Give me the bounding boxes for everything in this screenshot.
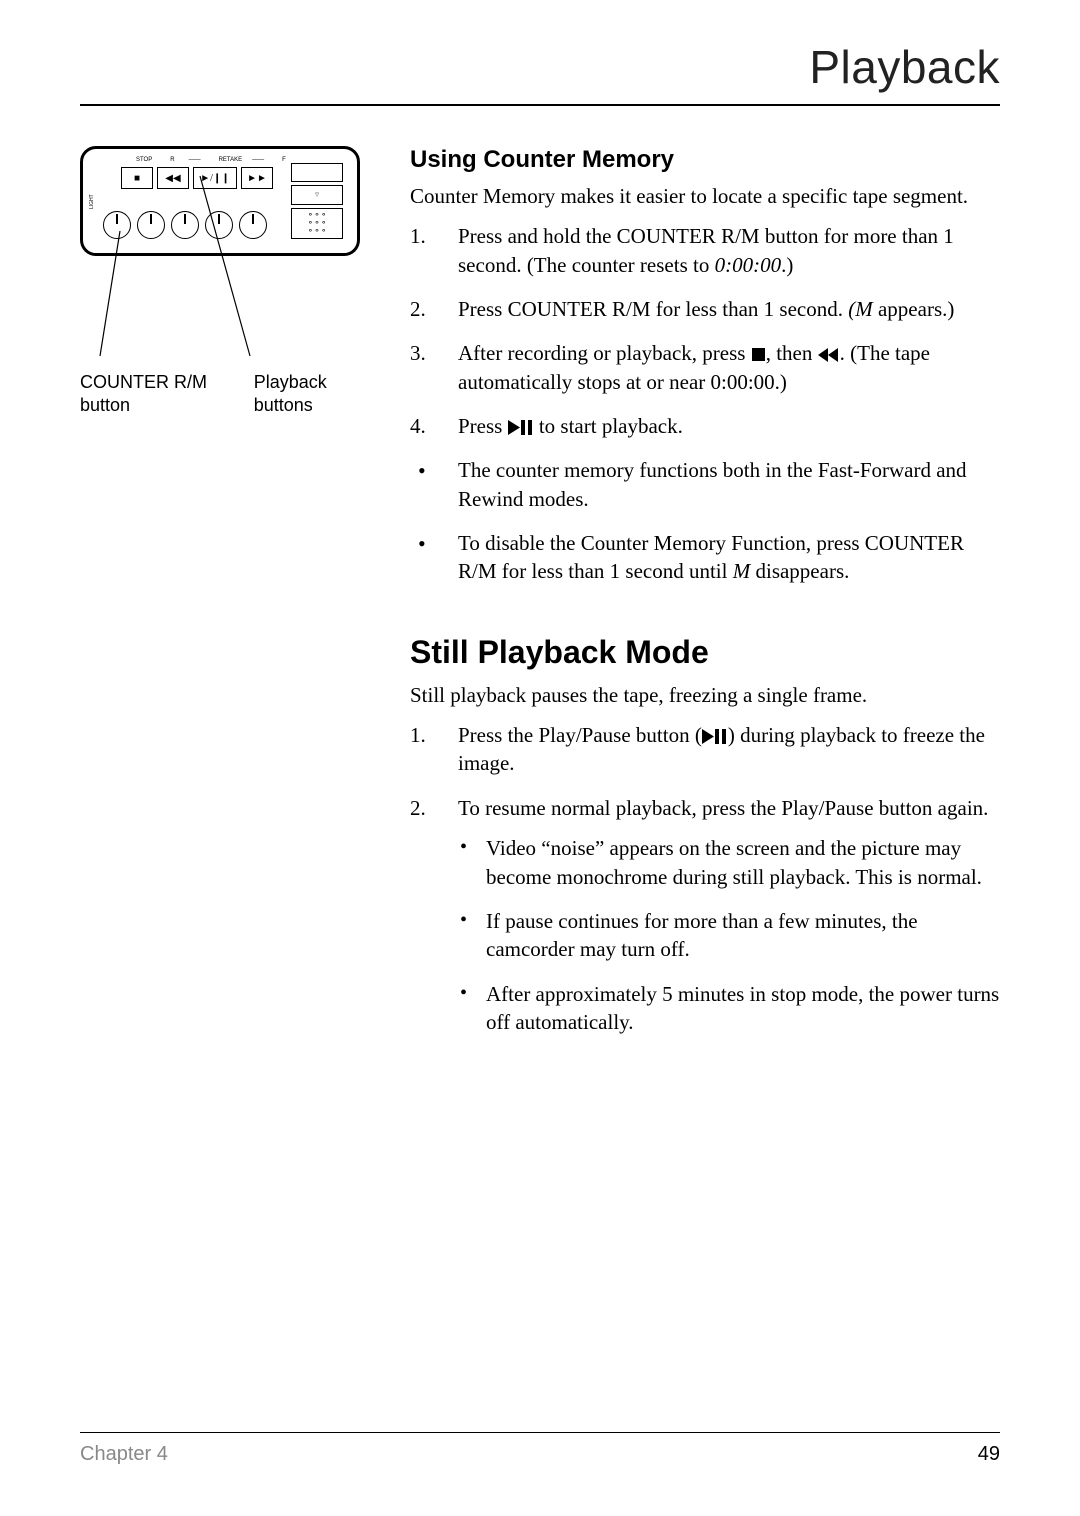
page-body: STOP R —— RETAKE —— F ■ ◀◀ ►/❙❙ ►► L: [80, 146, 1000, 1052]
sp-step-2: To resume normal playback, press the Pla…: [410, 794, 1000, 1036]
cm-step-4: Press to start playback.: [410, 412, 1000, 440]
rewind-icon: [818, 348, 840, 362]
play-pause-icon: [702, 729, 728, 744]
left-column: STOP R —— RETAKE —— F ■ ◀◀ ►/❙❙ ►► L: [80, 146, 380, 1052]
bullets-counter-memory: The counter memory functions both in the…: [410, 456, 1000, 585]
callout-lines: [80, 146, 380, 386]
steps-still-playback: Press the Play/Pause button () during pl…: [410, 721, 1000, 1036]
para-sp-intro: Still playback pauses the tape, freezing…: [410, 681, 1000, 709]
right-column: Using Counter Memory Counter Memory make…: [410, 146, 1000, 1052]
footer-chapter: Chapter 4: [80, 1443, 168, 1466]
footer-page-number: 49: [978, 1443, 1000, 1466]
heading-counter-memory: Using Counter Memory: [410, 146, 1000, 174]
sp-sub-3: After approximately 5 minutes in stop mo…: [458, 980, 1000, 1037]
page-header: Playback: [80, 40, 1000, 106]
cm-step-1: Press and hold the COUNTER R/M button fo…: [410, 222, 1000, 279]
cm-bullet-2: To disable the Counter Memory Function, …: [410, 529, 1000, 586]
sub-bullets-still-playback: Video “noise” appears on the screen and …: [458, 834, 1000, 1036]
steps-counter-memory: Press and hold the COUNTER R/M button fo…: [410, 222, 1000, 440]
sp-sub-1: Video “noise” appears on the screen and …: [458, 834, 1000, 891]
cm-bullet-1: The counter memory functions both in the…: [410, 456, 1000, 513]
cm-step-2: Press COUNTER R/M for less than 1 second…: [410, 295, 1000, 323]
stop-icon: [751, 347, 766, 362]
play-pause-icon: [508, 420, 534, 435]
sp-step-1: Press the Play/Pause button () during pl…: [410, 721, 1000, 778]
heading-still-playback: Still Playback Mode: [410, 634, 1000, 671]
sp-sub-2: If pause continues for more than a few m…: [458, 907, 1000, 964]
cm-step-3: After recording or playback, press , the…: [410, 339, 1000, 396]
page-footer: Chapter 4 49: [80, 1432, 1000, 1466]
para-cm-intro: Counter Memory makes it easier to locate…: [410, 182, 1000, 210]
